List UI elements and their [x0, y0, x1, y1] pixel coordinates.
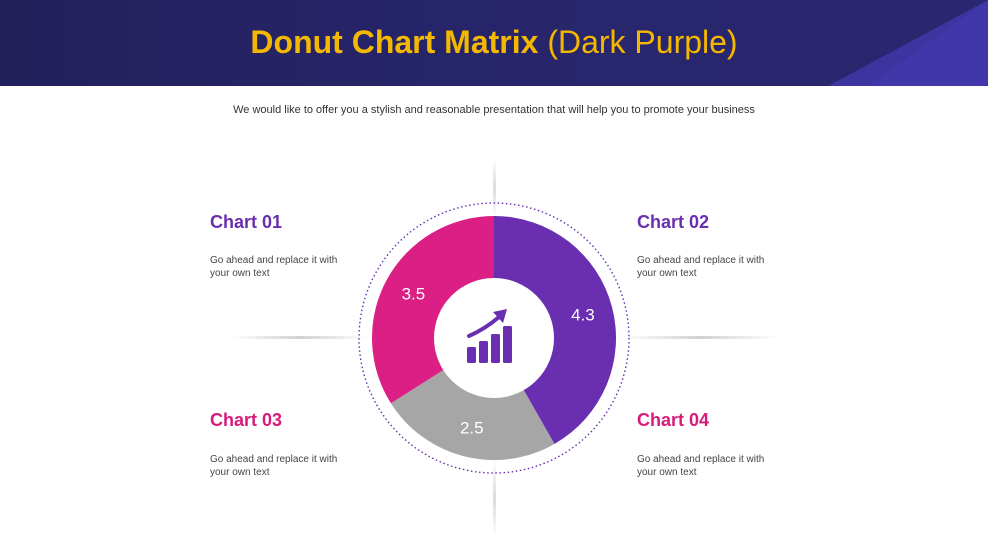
- header-banner: Donut Chart Matrix (Dark Purple): [0, 0, 988, 86]
- divider-right: [620, 336, 780, 339]
- chart-03-desc: Go ahead and replace it with your own te…: [210, 454, 338, 478]
- chart-02-desc: Go ahead and replace it with your own te…: [637, 255, 765, 279]
- donut-slice-2: [390, 338, 555, 460]
- page-title-bold: Donut Chart Matrix: [250, 24, 539, 60]
- chart-04-title: Chart 04: [637, 410, 710, 430]
- divider-left: [230, 336, 370, 339]
- header-accent-triangle: [828, 0, 988, 86]
- donut-chart: 4.3 2.5 3.5: [358, 202, 630, 474]
- chart-03-title: Chart 03: [210, 410, 283, 430]
- chart-01-desc: Go ahead and replace it with your own te…: [210, 255, 338, 279]
- donut-value-label-1: 4.3: [571, 305, 595, 324]
- page-subtitle: We would like to offer you a stylish and…: [233, 104, 755, 116]
- chart-01-title: Chart 01: [210, 212, 283, 232]
- chart-04-desc: Go ahead and replace it with your own te…: [637, 454, 765, 478]
- dotted-outer-ring: [358, 202, 630, 474]
- donut-value-label-3: 3.5: [402, 285, 426, 304]
- donut-value-label-2: 2.5: [460, 418, 484, 437]
- page-title-light: (Dark Purple): [547, 24, 738, 60]
- growth-chart-icon: [467, 309, 512, 363]
- chart-02-title: Chart 02: [637, 212, 710, 232]
- divider-top: [493, 158, 496, 218]
- page-title: Donut Chart Matrix (Dark Purple): [0, 22, 988, 62]
- divider-bottom: [493, 458, 496, 538]
